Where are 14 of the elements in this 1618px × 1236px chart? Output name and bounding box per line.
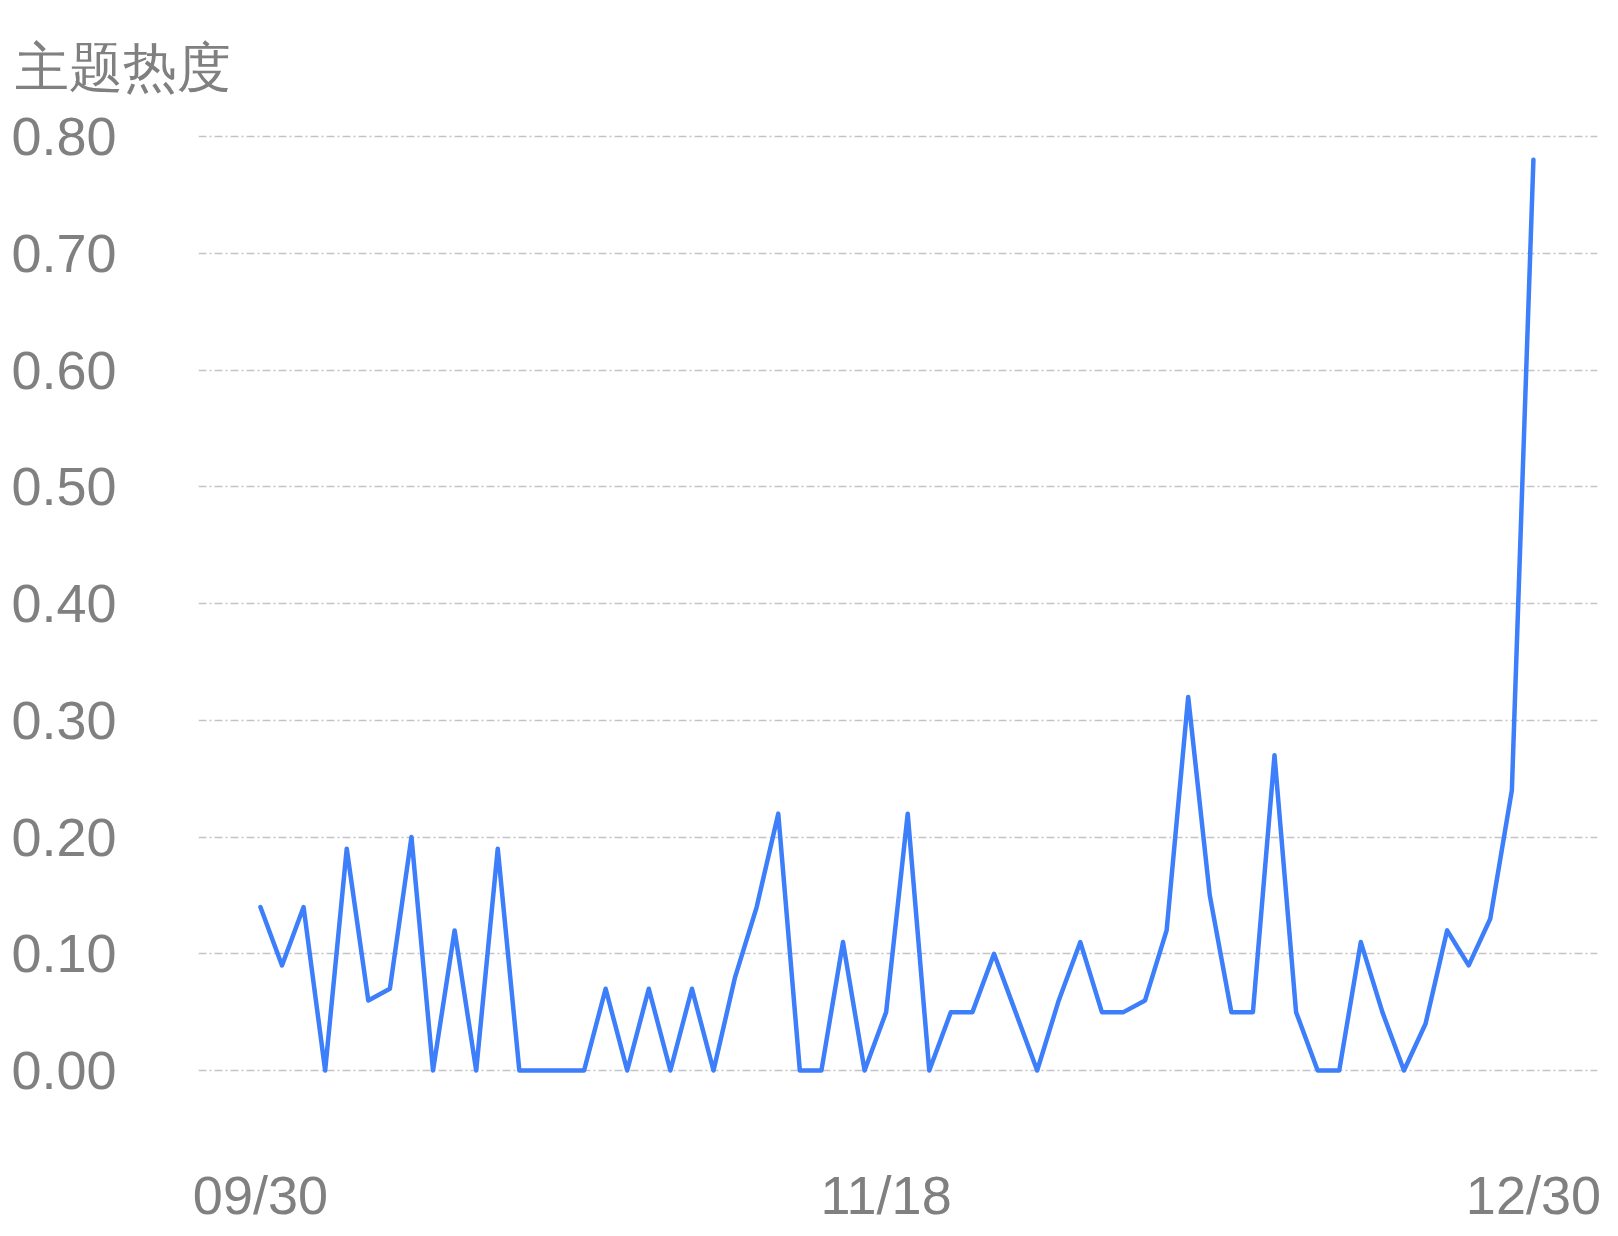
line-series	[258, 157, 1536, 1073]
x-tick-label: 09/30	[192, 1164, 328, 1225]
y-tick-label: 0.70	[11, 222, 117, 283]
y-tick-label: 0.30	[11, 689, 117, 750]
y-tick-label: 0.60	[11, 339, 117, 400]
chart-title: 主题热度	[14, 35, 231, 99]
x-tick-label: 11/18	[820, 1164, 952, 1225]
y-tick-label: 0.00	[11, 1040, 117, 1100]
y-tick-label: 0.40	[11, 573, 117, 633]
y-tick-label: 0.80	[11, 106, 117, 166]
x-tick-label: 12/30	[1465, 1164, 1601, 1225]
y-tick-label: 0.50	[11, 456, 117, 517]
y-tick-label: 0.10	[11, 923, 117, 984]
y-tick-label: 0.20	[11, 806, 117, 867]
